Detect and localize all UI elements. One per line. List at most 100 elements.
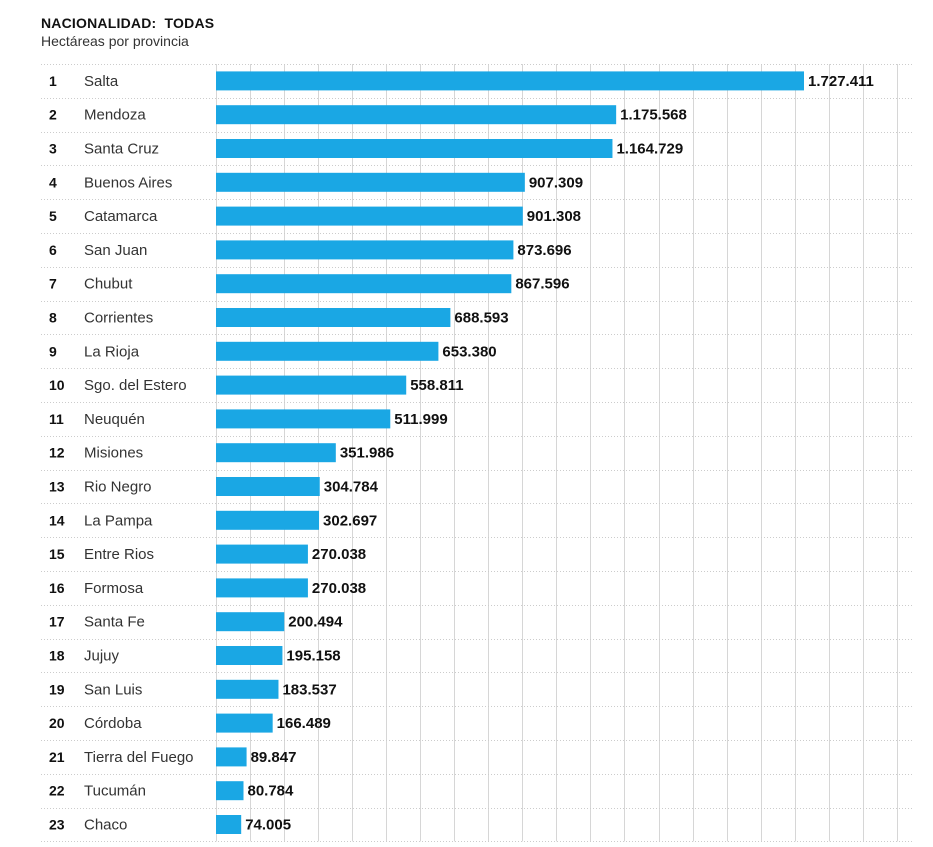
bar (216, 679, 279, 699)
table-row: 21 Tierra del Fuego 89.847 (41, 740, 914, 767)
rank-label: 21 (49, 749, 65, 765)
table-row: 5 Catamarca 901.308 (41, 199, 914, 226)
bar (216, 612, 285, 632)
rank-label: 19 (49, 681, 65, 697)
value-label: 304.784 (324, 479, 379, 496)
value-label: 867.596 (515, 276, 569, 293)
chart-title: NACIONALIDAD: TODAS (41, 15, 215, 31)
category-label: La Pampa (84, 512, 153, 529)
value-label: 511.999 (394, 411, 447, 428)
value-label: 873.696 (517, 242, 571, 259)
rank-label: 3 (49, 141, 57, 157)
category-label: Tucumán (84, 783, 146, 800)
bar (216, 409, 391, 429)
table-row: 12 Misiones 351.986 (41, 436, 914, 463)
bar (216, 308, 451, 327)
category-label: San Juan (84, 242, 147, 259)
rank-label: 18 (49, 648, 65, 664)
rank-label: 12 (49, 445, 65, 461)
bar (216, 71, 804, 91)
value-label: 1.175.568 (620, 107, 687, 124)
rank-label: 6 (49, 242, 57, 258)
bar (216, 206, 523, 226)
bar (216, 341, 439, 361)
value-label: 166.489 (277, 715, 331, 732)
table-row: 4 Buenos Aires 907.309 (41, 165, 914, 192)
value-label: 351.986 (340, 445, 394, 462)
value-label: 80.784 (247, 783, 294, 800)
rank-label: 20 (49, 715, 65, 731)
rank-label: 15 (49, 546, 65, 562)
table-row: 2 Mendoza 1.175.568 (41, 98, 914, 125)
category-label: Corrientes (84, 310, 153, 327)
table-row: 16 Formosa 270.038 (41, 571, 914, 598)
value-label: 653.380 (442, 343, 496, 360)
category-label: Sgo. del Estero (84, 377, 187, 394)
category-label: San Luis (84, 681, 142, 698)
bar (216, 578, 308, 598)
table-row: 14 La Pampa 302.697 (41, 503, 914, 530)
bar (216, 240, 514, 260)
category-label: Rio Negro (84, 479, 152, 496)
table-row: 7 Chubut 867.596 (41, 267, 914, 294)
value-label: 200.494 (288, 614, 343, 631)
table-row: 20 Córdoba 166.489 (41, 706, 914, 733)
category-label: Salta (84, 73, 119, 90)
bar (216, 646, 283, 665)
rank-label: 2 (49, 107, 57, 123)
category-label: Tierra del Fuego (84, 749, 194, 766)
table-row: 22 Tucumán 80.784 (41, 774, 914, 801)
chart-subtitle: Hectáreas por provincia (41, 33, 189, 49)
value-label: 688.593 (454, 310, 508, 327)
category-label: Chaco (84, 817, 127, 834)
category-label: Misiones (84, 445, 143, 462)
bar (216, 815, 242, 834)
value-label: 74.005 (245, 817, 291, 834)
value-label: 558.811 (410, 377, 463, 394)
rank-label: 22 (49, 783, 65, 799)
rank-label: 9 (49, 343, 57, 359)
category-label: Jujuy (84, 648, 120, 665)
value-label: 89.847 (251, 749, 297, 766)
category-label: Santa Fe (84, 614, 145, 631)
category-label: Entre Rios (84, 546, 154, 563)
bar (216, 510, 320, 530)
category-label: Neuquén (84, 411, 145, 428)
chart-header: NACIONALIDAD: TODAS Hectáreas por provin… (41, 14, 214, 50)
table-row: 23 Chaco 74.005 (41, 808, 914, 834)
bar (216, 105, 617, 125)
bar (216, 375, 407, 395)
category-label: Córdoba (84, 715, 142, 732)
category-label: Santa Cruz (84, 141, 159, 158)
rank-label: 4 (49, 174, 57, 190)
table-row: 6 San Juan 873.696 (41, 233, 914, 260)
bar (216, 747, 247, 767)
value-label: 270.038 (312, 546, 366, 563)
value-label: 901.308 (527, 208, 581, 225)
value-label: 183.537 (282, 681, 336, 698)
rank-label: 23 (49, 817, 65, 833)
rank-label: 7 (49, 276, 57, 292)
category-label: Formosa (84, 580, 144, 597)
table-row: 18 Jujuy 195.158 (41, 639, 914, 665)
value-label: 270.038 (312, 580, 366, 597)
table-row: 3 Santa Cruz 1.164.729 (41, 132, 914, 158)
chart-rows: 1 Salta 1.727.411 2 Mendoza 1.175.568 3 Santa C… (41, 64, 914, 842)
category-label: Mendoza (84, 107, 146, 124)
bar (216, 139, 613, 158)
rank-label: 17 (49, 614, 65, 630)
table-row: 13 Rio Negro 304.784 (41, 470, 914, 496)
bar (216, 781, 244, 801)
value-label: 195.158 (286, 648, 340, 665)
table-row: 9 La Rioja 653.380 (41, 334, 914, 361)
category-label: Chubut (84, 276, 133, 293)
table-row: 11 Neuquén 511.999 (41, 402, 914, 429)
value-label: 302.697 (323, 512, 377, 529)
rank-label: 11 (49, 411, 64, 427)
bar (216, 274, 512, 294)
rank-label: 13 (49, 479, 65, 495)
grid-lines (216, 64, 898, 842)
value-label: 1.164.729 (616, 141, 683, 158)
rank-label: 5 (49, 208, 57, 224)
